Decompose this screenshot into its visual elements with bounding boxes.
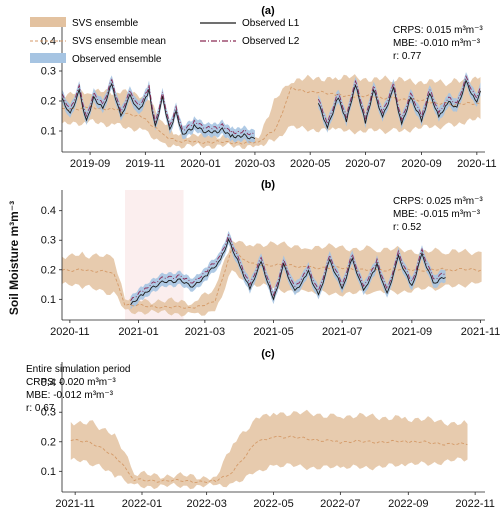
x-tick-label: 2022-03: [186, 498, 226, 510]
x-tick-label: 2021-07: [322, 326, 362, 338]
y-tick-label: 0.4: [41, 377, 56, 389]
x-tick-label: 2022-05: [253, 498, 293, 510]
panel-c-axes: 0.1 0.2 0.3 0.4 2021-11 2022-01 2022-03 2022-05…: [41, 362, 495, 510]
x-tick-label: 2021-11: [461, 326, 500, 338]
legend-obs-ensemble-swatch: [30, 53, 66, 63]
panel-c-crps: CRPS: 0.020 m³m⁻³: [26, 377, 116, 388]
y-tick-label: 0.4: [41, 205, 56, 217]
x-tick-label: 2020-11: [457, 158, 497, 170]
y-axis-label: Soil Moisture m³m⁻³: [7, 201, 21, 315]
y-tick-label: 0.2: [41, 264, 56, 276]
panel-a-l1-line: [61, 82, 256, 140]
legend: SVS ensemble SVS ensemble mean Observed …: [30, 17, 300, 65]
x-tick-label: 2022-07: [320, 498, 360, 510]
legend-l2-label: Observed L2: [242, 36, 300, 47]
x-tick-label: 2020-05: [290, 158, 330, 170]
panel-b-l2-line: [130, 233, 446, 301]
panel-a-l2-line-2: [317, 75, 481, 126]
panel-b-label: (b): [261, 179, 275, 191]
panel-b-svs-mean-line: [61, 247, 482, 309]
panel-a-axes: 0.1 0.2 0.3 0.4 2019-09 2019-11 2020-01 2020-03…: [41, 20, 497, 170]
x-tick-label: 2022-11: [455, 498, 495, 510]
y-tick-label: 0.3: [41, 407, 56, 419]
panel-c-stats-title: Entire simulation period: [26, 364, 131, 375]
x-tick-label: 2022-09: [388, 498, 428, 510]
y-tick-label: 0.1: [41, 466, 56, 478]
x-tick-label: 2021-05: [253, 326, 293, 338]
legend-l1-label: Observed L1: [242, 18, 300, 29]
panel-a-mbe: MBE: -0.010 m³m⁻³: [393, 38, 481, 49]
legend-svs-ensemble-label: SVS ensemble: [72, 18, 139, 29]
panel-c-stats: Entire simulation period CRPS: 0.020 m³m…: [26, 364, 131, 414]
panel-a-obs-band-2: [318, 72, 481, 133]
panel-a: (a) 0.1 0.2 0.3 0.4 2019-09 2019-11 2020-01 202…: [30, 5, 497, 170]
x-tick-label: 2022-01: [122, 498, 162, 510]
y-tick-label: 0.4: [41, 36, 56, 48]
panel-a-svs-mean-line: [61, 86, 481, 145]
panel-b-obs-band: [130, 230, 446, 310]
panel-b-mbe: MBE: -0.015 m³m⁻³: [393, 209, 481, 220]
y-tick-label: 0.1: [41, 126, 56, 138]
panel-b-axes: 0.1 0.2 0.3 0.4 2020-11 2021-01 2021-03 2021-05…: [41, 190, 500, 338]
panel-c-svs-mean-line: [70, 435, 468, 484]
panel-a-stats: CRPS: 0.015 m³m⁻³ MBE: -0.010 m³m⁻³ r: 0…: [393, 25, 483, 62]
x-tick-label: 2021-11: [55, 498, 95, 510]
x-tick-label: 2020-09: [401, 158, 441, 170]
x-tick-label: 2021-09: [392, 326, 432, 338]
panel-a-obs-band: [62, 75, 255, 144]
y-tick-label: 0.3: [41, 235, 56, 247]
x-tick-label: 2021-01: [118, 326, 158, 338]
panel-b-stats: CRPS: 0.025 m³m⁻³ MBE: -0.015 m³m⁻³ r: 0…: [393, 196, 483, 233]
panel-a-l2-line: [61, 78, 256, 136]
panel-c-mbe: MBE: -0.012 m³m⁻³: [26, 390, 114, 401]
panel-b-r: r: 0.52: [393, 222, 422, 233]
panel-a-crps: CRPS: 0.015 m³m⁻³: [393, 25, 483, 36]
y-tick-label: 0.2: [41, 96, 56, 108]
y-tick-label: 0.1: [41, 294, 56, 306]
panel-c: (c) 0.1 0.2 0.3 0.4 2021-11 2022-01 2022-03 202…: [26, 348, 495, 510]
panel-a-l1-line-2: [317, 79, 481, 130]
panel-b: (b) 0.1 0.2 0.3 0.4 2020-11 2021-01 2021-03 202…: [41, 179, 500, 338]
panel-c-label: (c): [261, 348, 275, 360]
panel-c-r: r: 0.67: [26, 403, 55, 414]
panel-c-svs-band: [70, 409, 468, 490]
y-tick-label: 0.2: [41, 436, 56, 448]
panel-b-l1-line: [130, 237, 446, 306]
y-tick-label: 0.3: [41, 66, 56, 78]
x-tick-label: 2020-01: [180, 158, 220, 170]
legend-obs-ensemble-label: Observed ensemble: [72, 54, 162, 65]
legend-svs-mean-label: SVS ensemble mean: [72, 36, 166, 47]
x-tick-label: 2020-11: [50, 326, 90, 338]
panel-b-crps: CRPS: 0.025 m³m⁻³: [393, 196, 483, 207]
x-tick-label: 2021-03: [185, 326, 225, 338]
panel-a-label: (a): [261, 5, 275, 17]
x-tick-label: 2019-11: [126, 158, 166, 170]
x-tick-label: 2020-03: [235, 158, 275, 170]
x-tick-label: 2020-07: [345, 158, 385, 170]
x-tick-label: 2019-09: [70, 158, 110, 170]
panel-a-r: r: 0.77: [393, 51, 422, 62]
legend-svs-ensemble-swatch: [30, 17, 66, 27]
